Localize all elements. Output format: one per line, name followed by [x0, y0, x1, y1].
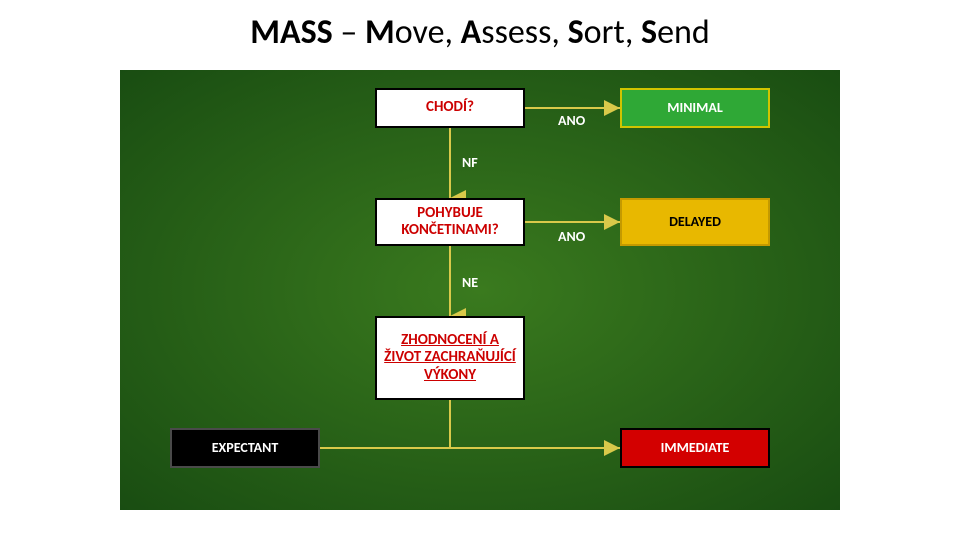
node-q2-pohybuje: POHYBUJE KONČETINAMI? — [375, 198, 525, 246]
node-q1-chodi: CHODÍ? — [375, 88, 525, 128]
node-q3-zhodnoceni: ZHODNOCENÍ A ŽIVOT ZACHRAŇUJÍCÍ VÝKONY — [375, 316, 525, 400]
node-immediate: IMMEDIATE — [620, 428, 770, 468]
label-ano-1: ANO — [558, 112, 585, 129]
node-minimal: MINIMAL — [620, 88, 770, 128]
label-ano-2: ANO — [558, 228, 585, 245]
label-ne: NE — [462, 274, 478, 291]
flowchart-panel: CHODÍ? POHYBUJE KONČETINAMI? ZHODNOCENÍ … — [120, 70, 840, 510]
title-word-mass: MASS — [250, 12, 332, 53]
node-expectant: EXPECTANT — [170, 428, 320, 468]
label-nf: NF — [462, 154, 478, 171]
node-delayed: DELAYED — [620, 198, 770, 246]
page-title: MASS – Move, Assess, Sort, Send — [0, 12, 960, 53]
